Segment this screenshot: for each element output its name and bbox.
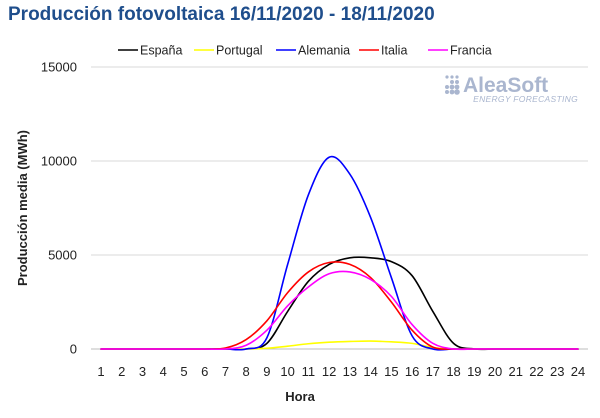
x-tick-label: 21 xyxy=(509,364,523,379)
x-axis-label: Hora xyxy=(285,389,315,404)
x-tick-labels: 1 2 3 4 5 6 7 8 9 10 11 12 13 14 15 16 17 18 19 20 21 22 23 24 xyxy=(97,364,585,379)
x-tick-label: 5 xyxy=(180,364,187,379)
x-tick-label: 22 xyxy=(529,364,543,379)
legend-label-italia: Italia xyxy=(381,44,407,58)
logo-name: AleaSoft xyxy=(463,74,548,97)
x-tick-label: 10 xyxy=(280,364,294,379)
logo: AleaSoft ENERGY FORECASTING xyxy=(445,74,578,104)
logo-dot xyxy=(445,75,449,79)
x-tick-label: 13 xyxy=(343,364,357,379)
x-tick-label: 4 xyxy=(160,364,167,379)
y-tick-label: 5000 xyxy=(48,248,77,263)
y-tick-labels: 0 5000 10000 15000 xyxy=(41,60,77,357)
series-line-portugal xyxy=(100,340,579,350)
x-tick-label: 8 xyxy=(243,364,250,379)
y-tick-label: 15000 xyxy=(41,60,77,75)
logo-dot xyxy=(445,85,449,89)
series-line-italia xyxy=(100,261,579,350)
x-tick-label: 1 xyxy=(97,364,104,379)
logo-dot xyxy=(454,84,460,90)
x-tick-label: 14 xyxy=(363,364,377,379)
logo-dot xyxy=(449,89,455,95)
x-tick-label: 15 xyxy=(384,364,398,379)
x-tick-label: 18 xyxy=(446,364,460,379)
series-line-francia xyxy=(100,270,579,351)
x-tick-label: 23 xyxy=(550,364,564,379)
x-tick-label: 19 xyxy=(467,364,481,379)
x-tick-label: 3 xyxy=(139,364,146,379)
x-tick-label: 12 xyxy=(322,364,336,379)
legend: España Portugal Alemania Italia Francia xyxy=(118,44,492,58)
series-layer xyxy=(100,155,579,351)
logo-dot xyxy=(449,84,455,90)
logo-dots-icon xyxy=(445,75,460,95)
y-tick-label: 0 xyxy=(70,342,77,357)
grid-layer xyxy=(91,66,588,350)
y-axis-label: Producción media (MWh) xyxy=(15,130,30,286)
x-tick-label: 16 xyxy=(405,364,419,379)
logo-dot xyxy=(450,75,454,79)
legend-label-espana: España xyxy=(140,44,182,58)
legend-label-alemania: Alemania xyxy=(298,44,350,58)
logo-dot xyxy=(454,89,460,95)
logo-dot xyxy=(445,90,449,94)
x-tick-label: 7 xyxy=(222,364,229,379)
logo-tagline: ENERGY FORECASTING xyxy=(473,94,578,104)
x-tick-label: 11 xyxy=(302,364,316,379)
logo-dot xyxy=(450,80,454,84)
logo-dot xyxy=(455,75,459,79)
x-tick-label: 24 xyxy=(571,364,585,379)
x-tick-label: 20 xyxy=(488,364,502,379)
y-tick-label: 10000 xyxy=(41,154,77,169)
x-tick-label: 6 xyxy=(201,364,208,379)
x-tick-label: 9 xyxy=(263,364,270,379)
legend-label-portugal: Portugal xyxy=(216,44,263,58)
series-line-alemania xyxy=(100,155,579,351)
legend-label-francia: Francia xyxy=(450,44,492,58)
x-tick-label: 17 xyxy=(426,364,440,379)
chart-title: Producción fotovoltaica 16/11/2020 - 18/… xyxy=(8,4,435,25)
logo-dot xyxy=(455,80,459,84)
x-tick-label: 2 xyxy=(118,364,125,379)
